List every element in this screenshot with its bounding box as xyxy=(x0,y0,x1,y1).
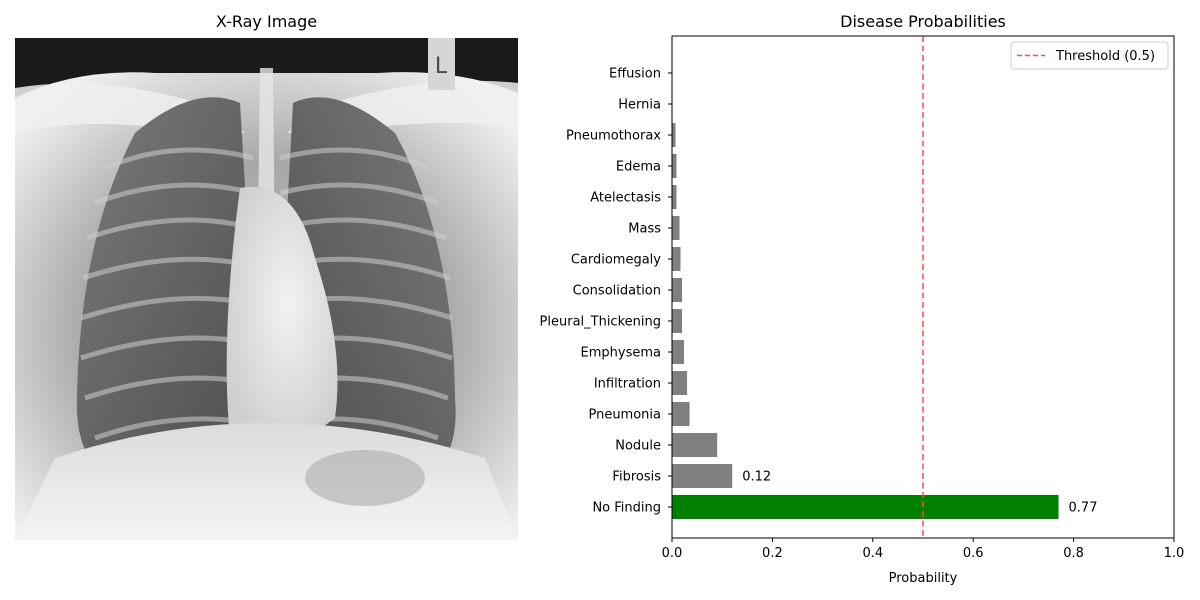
x-axis-label: Probability xyxy=(889,571,958,586)
bar-emphysema xyxy=(672,340,685,364)
x-tick-label: 0.0 xyxy=(662,546,683,561)
y-tick-label: Pleural_Thickening xyxy=(540,315,661,330)
y-tick-label: Hernia xyxy=(618,98,661,113)
y-tick-label: Infiltration xyxy=(594,377,661,392)
side-marker-text: L xyxy=(435,54,448,79)
chest-xray-image: L xyxy=(15,38,518,540)
legend-threshold-label: Threshold (0.5) xyxy=(1055,49,1155,64)
y-tick-label: Atelectasis xyxy=(590,191,661,206)
chart-title: Disease Probabilities xyxy=(840,12,1006,31)
bar-value-label: 0.12 xyxy=(742,470,771,485)
x-tick-label: 0.6 xyxy=(963,546,984,561)
y-tick-label: Cardiomegaly xyxy=(571,253,661,268)
y-axis-ticks: No Finding Fibrosis Nodule Pneumonia Infiltr… xyxy=(540,67,672,516)
y-tick-label: Emphysema xyxy=(581,346,661,361)
y-tick-label: Consolidation xyxy=(573,284,661,299)
x-axis-ticks: 0.0 0.2 0.4 0.6 0.8 1.0 xyxy=(662,538,1185,561)
y-tick-label: Edema xyxy=(616,160,661,175)
bar-atelectasis xyxy=(672,185,677,209)
chart-legend: Threshold (0.5) xyxy=(1010,41,1169,70)
x-tick-label: 0.2 xyxy=(762,546,783,561)
y-tick-label: Mass xyxy=(628,222,661,237)
bar-pleural-thickening xyxy=(672,309,683,333)
x-tick-label: 0.8 xyxy=(1063,546,1084,561)
bar-consolidation xyxy=(672,278,683,302)
bar-value-label: 0.77 xyxy=(1069,501,1098,516)
axes-frame xyxy=(671,35,1175,539)
y-tick-label: Pneumothorax xyxy=(566,129,661,144)
legend-box xyxy=(1010,41,1169,70)
bar-pneumonia xyxy=(672,402,690,426)
y-tick-label: Pneumonia xyxy=(588,408,661,423)
y-tick-label: Effusion xyxy=(609,67,661,82)
y-tick-label: Fibrosis xyxy=(612,470,661,485)
bar-infiltration xyxy=(672,371,688,395)
bar-mass xyxy=(672,216,680,240)
bar-pneumothorax xyxy=(672,123,676,147)
x-tick-label: 0.4 xyxy=(862,546,883,561)
y-tick-label: Nodule xyxy=(615,439,661,454)
xray-panel-title: X-Ray Image xyxy=(215,12,318,31)
bar-cardiomegaly xyxy=(672,247,681,271)
bar-fibrosis xyxy=(672,464,733,488)
y-tick-label: No Finding xyxy=(592,501,661,516)
bars-layer xyxy=(672,61,1059,519)
data-labels: 0.77 0.12 xyxy=(742,470,1097,516)
bar-nodule xyxy=(672,433,718,457)
bar-edema xyxy=(672,154,677,178)
x-tick-label: 1.0 xyxy=(1164,546,1185,561)
bar-no-finding xyxy=(672,495,1059,519)
